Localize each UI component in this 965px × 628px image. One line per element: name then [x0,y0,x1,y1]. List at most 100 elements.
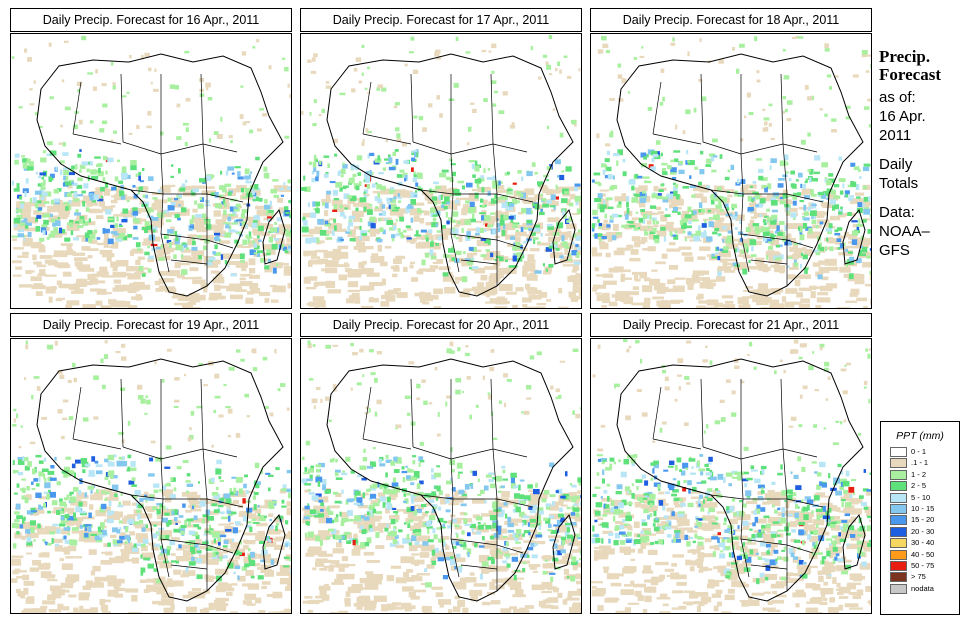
legend-label: 2 - 5 [911,481,927,491]
country-border [740,193,744,235]
legend-swatch [890,526,907,537]
country-border [492,143,528,153]
data-source-line-2: NOAA– [879,223,930,240]
country-border [160,448,204,460]
legend-label: 40 - 50 [911,549,935,559]
country-border [492,448,528,458]
country-border [160,498,164,540]
country-border [160,458,164,500]
country-border [170,259,208,265]
legend-item: > 75 [881,572,959,583]
legend-label: 0 - 1 [911,447,927,456]
precip-map [590,338,872,614]
country-border [490,73,494,145]
country-border [450,153,454,195]
country-border [160,538,208,546]
country-border [362,81,372,135]
country-border [700,73,704,143]
country-border [782,448,818,458]
map-graphic [591,35,871,308]
country-border [740,448,784,460]
country-border [740,498,744,540]
panel-title: Daily Precip. Forecast for 20 Apr., 2011 [300,313,582,337]
legend-item: 5 - 10 [881,492,959,504]
forecast-panel-1: Daily Precip. Forecast for 16 Apr., 2011 [10,8,292,309]
country-border [750,564,788,570]
coastline [36,358,284,602]
country-border [782,143,788,195]
legend-item: 30 - 40 [881,538,959,549]
forecast-panel-3: Daily Precip. Forecast for 18 Apr., 2011 [590,8,872,309]
country-border [122,141,162,155]
country-border [700,378,704,448]
coastline [616,358,864,602]
country-border [200,378,204,450]
legend-item: 50 - 75 [881,560,959,572]
country-border [130,494,164,500]
country-border [206,193,244,203]
country-border [710,189,744,195]
legend-label: 10 - 15 [911,503,935,513]
legend-item: 0 - 1 [881,447,959,458]
country-border [72,438,122,450]
precip-map [300,338,582,614]
country-border [160,193,164,235]
country-border [786,498,824,508]
legend-swatch [890,583,907,594]
precip-map [300,33,582,309]
legend-label: 15 - 20 [911,515,935,525]
country-border [450,143,494,155]
legend-swatch [890,549,907,560]
country-border [450,458,454,500]
country-border [160,233,208,241]
country-border [410,73,414,143]
country-border [492,448,498,500]
country-border [496,239,524,249]
country-border [72,133,122,145]
country-border [420,189,454,195]
forecast-panel-2: Daily Precip. Forecast for 17 Apr., 2011 [300,8,582,309]
legend-label: > 75 [911,572,926,582]
country-border [160,538,170,578]
as-of-label: as of: [879,89,916,106]
country-border [460,564,498,570]
legend-label: 5 - 10 [911,492,931,502]
country-border [160,153,164,195]
legend-swatch [890,560,907,571]
country-border [410,378,414,448]
country-border [202,143,208,195]
country-border [362,386,372,440]
country-border [652,438,702,450]
country-border [450,538,498,546]
country-border [652,386,662,440]
legend-swatch [890,481,907,492]
country-border [740,538,788,546]
forecast-panel-5: Daily Precip. Forecast for 20 Apr., 2011 [300,313,582,614]
totals-line-2: Totals [879,175,919,192]
country-border [206,239,234,249]
coastline [326,358,574,602]
legend-item: 10 - 15 [881,503,959,515]
precip-map [590,33,872,309]
totals-line-1: Daily [879,156,913,173]
country-border [740,458,744,500]
panel-title: Daily Precip. Forecast for 17 Apr., 2011 [300,8,582,32]
map-graphic [591,339,871,613]
data-source-line-1: Data: [879,204,915,221]
as-of-year: 2011 [879,127,912,144]
forecast-panel-4: Daily Precip. Forecast for 19 Apr., 2011 [10,313,292,614]
country-border [786,239,814,249]
legend-swatch [890,469,907,480]
country-border [740,233,750,273]
country-border [702,446,742,460]
country-border [160,233,170,273]
country-border [652,133,702,145]
coastline [36,53,284,297]
coastline [326,53,574,297]
country-border [786,544,814,554]
legend-label: 50 - 75 [911,560,935,570]
country-border [412,446,452,460]
panel-title: Daily Precip. Forecast for 21 Apr., 2011 [590,313,872,337]
country-border [496,193,534,203]
precip-map [10,33,292,309]
